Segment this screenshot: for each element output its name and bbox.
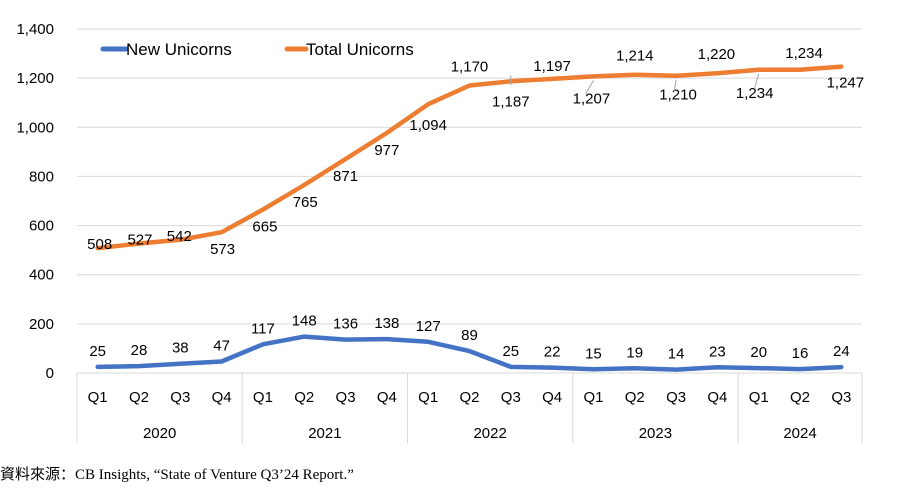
gridlines [77, 28, 862, 374]
data-label-total-unicorns: 1,234 [785, 45, 823, 62]
legend: New Unicorns Total Unicorns [100, 40, 414, 59]
x-tick-label: Q3 [831, 389, 851, 406]
data-label-new-unicorns: 148 [292, 313, 317, 330]
series-line-total-unicorns [95, 64, 844, 251]
x-tick-label: Q3 [501, 389, 521, 406]
data-label-total-unicorns: 871 [333, 168, 358, 185]
data-label-new-unicorns: 20 [750, 344, 767, 361]
x-tick-label: Q2 [129, 389, 149, 406]
data-label-new-unicorns: 138 [374, 315, 399, 332]
data-label-new-unicorns: 24 [833, 343, 850, 360]
y-tick-label: 600 [29, 218, 54, 235]
data-label-new-unicorns: 47 [213, 337, 230, 354]
x-tick-label: Q2 [790, 389, 810, 406]
x-tick-label: Q3 [336, 389, 356, 406]
x-tick-label: Q3 [170, 389, 190, 406]
x-tick-label: Q1 [88, 389, 108, 406]
x-tick-label: Q1 [749, 389, 769, 406]
x-tick-label: Q4 [707, 389, 727, 406]
x-tick-label: Q1 [253, 389, 273, 406]
legend-label-new-unicorns: New Unicorns [126, 40, 232, 59]
x-tick-label: Q1 [418, 389, 438, 406]
data-label-new-unicorns: 16 [792, 345, 809, 362]
data-label-new-unicorns: 25 [502, 343, 519, 360]
data-label-total-unicorns: 1,210 [659, 87, 697, 104]
data-label-total-unicorns: 1,214 [616, 48, 654, 65]
data-label-total-unicorns: 1,247 [827, 75, 865, 92]
data-label-new-unicorns: 127 [416, 318, 441, 335]
data-label-total-unicorns: 1,187 [492, 93, 530, 110]
data-labels: 25 28 38 47 117 148 136 138 127 89 25 22 15 19 14 23 20 1… [87, 45, 864, 363]
x-group-label: 2020 [143, 425, 176, 442]
data-label-new-unicorns: 136 [333, 316, 358, 333]
x-tick-label: Q3 [666, 389, 686, 406]
x-group-label: 2023 [639, 425, 672, 442]
data-label-total-unicorns: 542 [167, 228, 192, 245]
y-tick-label: 1,400 [16, 21, 54, 38]
x-axis: Q1 Q2 Q3 Q4 Q1 Q2 Q3 Q4 Q1 Q2 Q3 Q4 Q1 Q2 Q3 Q4 Q1 Q2 Q3 20… [76, 373, 863, 443]
leader-line [754, 73, 760, 88]
data-label-new-unicorns: 117 [251, 320, 275, 337]
data-label-total-unicorns: 1,094 [409, 117, 447, 134]
x-tick-label: Q4 [377, 389, 397, 406]
data-label-total-unicorns: 1,170 [451, 59, 489, 76]
data-label-total-unicorns: 765 [293, 194, 318, 211]
data-label-total-unicorns: 1,234 [736, 85, 774, 102]
data-label-new-unicorns: 15 [585, 345, 602, 362]
y-tick-label: 0 [46, 365, 54, 382]
y-tick-label: 1,200 [16, 70, 54, 87]
leader-line [585, 80, 594, 95]
x-tick-label: Q4 [212, 389, 232, 406]
data-label-new-unicorns: 23 [709, 343, 726, 360]
data-label-new-unicorns: 89 [461, 327, 478, 344]
x-group-label: 2024 [783, 425, 816, 442]
data-label-new-unicorns: 38 [172, 340, 189, 357]
data-label-total-unicorns: 977 [374, 142, 399, 159]
y-tick-label: 200 [29, 316, 54, 333]
y-tick-label: 800 [29, 168, 54, 185]
series-lines [95, 64, 844, 372]
leader-line [673, 79, 677, 92]
data-label-total-unicorns: 527 [127, 232, 152, 249]
x-group-label: 2021 [308, 425, 341, 442]
data-label-new-unicorns: 28 [131, 342, 148, 359]
x-tick-label: Q2 [625, 389, 645, 406]
data-label-new-unicorns: 22 [544, 344, 561, 361]
x-group-label: 2022 [473, 425, 506, 442]
data-label-total-unicorns: 1,220 [698, 46, 736, 63]
x-tick-label: Q1 [583, 389, 603, 406]
data-label-total-unicorns: 1,197 [533, 58, 571, 75]
legend-label-total-unicorns: Total Unicorns [306, 40, 414, 59]
data-label-total-unicorns: 573 [210, 241, 235, 258]
data-label-new-unicorns: 25 [89, 343, 106, 360]
x-tick-label: Q2 [294, 389, 314, 406]
data-label-total-unicorns: 665 [252, 219, 277, 236]
data-label-new-unicorns: 19 [626, 344, 643, 361]
x-tick-label: Q4 [542, 389, 562, 406]
y-axis: 0 200 400 600 800 1,000 1,200 1,400 [16, 21, 54, 382]
series-line-new-unicorns [95, 334, 844, 372]
data-label-total-unicorns: 1,207 [573, 90, 611, 107]
y-tick-label: 1,000 [16, 119, 54, 136]
y-tick-label: 400 [29, 267, 54, 284]
source-note: 資料來源：CB Insights, “State of Venture Q3’2… [0, 467, 354, 483]
data-label-total-unicorns: 508 [87, 236, 112, 253]
data-label-new-unicorns: 14 [668, 346, 685, 363]
x-tick-label: Q2 [459, 389, 479, 406]
